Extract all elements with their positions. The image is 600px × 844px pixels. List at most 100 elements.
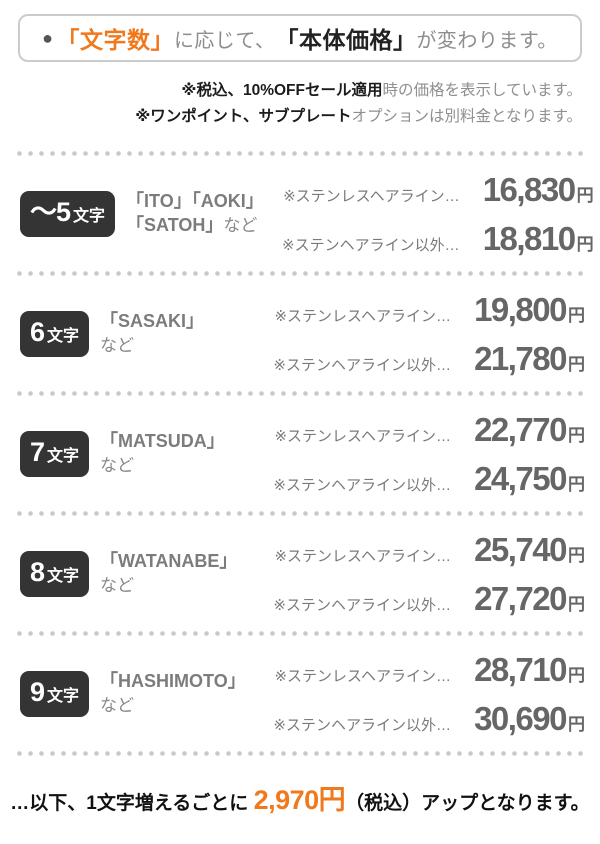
name-examples: 「WATANABE」 など (100, 549, 256, 598)
price-label: ※ステンヘアライン以外… (273, 356, 451, 374)
yen-unit: 円 (568, 714, 585, 734)
yen-unit: 円 (568, 425, 585, 445)
name-examples: 「MATSUDA」 など (100, 429, 256, 478)
dotted-divider (14, 271, 586, 276)
tax-note-rest: 時の価格を表示しています。 (382, 82, 583, 99)
char-count-badge: 8 文字 (20, 550, 90, 597)
header-price-emphasis: 「本体価格」 (275, 27, 417, 53)
price-value-wrap: 22,770 円 (457, 413, 585, 446)
option-note: ※ワンポイント、サブプレートオプションは別料金となります。 (18, 104, 582, 130)
yen-unit: 円 (568, 474, 585, 494)
price-value: 24,750 (474, 459, 567, 497)
example-etc: など (100, 696, 135, 715)
name-examples: 「HASHIMOTO」 など (100, 669, 256, 718)
price-row-7: 7 文字 「MATSUDA」 など ※ステンレスヘアライン… 22,770 円 ※… (0, 396, 600, 511)
example-line1: 「ITO」「AOKI」 (126, 191, 264, 211)
price-block: ※ステンレスヘアライン… 25,740 円 ※ステンヘアライン以外… 27,720… (256, 533, 585, 615)
char-count-badge: ～5 文字 (20, 190, 116, 237)
price-line-other-materials: ※ステンヘアライン以外… 24,750 円 (256, 462, 585, 495)
price-line-other-materials: ※ステンヘアライン以外… 18,810 円 (282, 222, 594, 255)
yen-unit: 円 (568, 305, 585, 325)
yen-unit: 円 (568, 594, 585, 614)
name-examples: 「ITO」「AOKI」 「SATOH」など (126, 189, 282, 238)
footer-price-emphasis: 2,970円 (253, 785, 346, 815)
badge-unit-label: 文字 (47, 687, 80, 705)
example-line1: 「HASHIMOTO」 (100, 671, 246, 691)
price-value: 27,720 (474, 579, 567, 617)
example-line2: など (100, 573, 256, 598)
price-block: ※ステンレスヘアライン… 19,800 円 ※ステンヘアライン以外… 21,780… (256, 293, 585, 375)
price-row-6: 6 文字 「SASAKI」 など ※ステンレスヘアライン… 19,800 円 ※ス… (0, 276, 600, 391)
badge-unit-label: 文字 (73, 207, 106, 225)
price-line-stainless-hairline: ※ステンレスヘアライン… 16,830 円 (282, 173, 594, 206)
example-line1: 「WATANABE」 (100, 551, 238, 571)
price-label: ※ステンレスヘアライン… (274, 427, 451, 445)
price-value-wrap: 21,780 円 (457, 342, 585, 375)
price-value: 18,810 (482, 219, 576, 257)
dotted-divider (14, 391, 586, 396)
price-label: ※ステンレスヘアライン… (274, 547, 451, 565)
price-label: ※ステンヘアライン以外… (273, 476, 451, 494)
header-connector: に応じて、 (173, 29, 276, 52)
footer-lead: …以下、1文字増えるごとに (10, 793, 254, 814)
price-value: 21,780 (474, 339, 567, 377)
example-etc: など (223, 216, 258, 235)
badge-count: 9 (30, 676, 45, 707)
footer-tail: （税込）アップとなります。 (345, 793, 590, 814)
example-line1: 「SASAKI」 (100, 311, 205, 331)
price-block: ※ステンレスヘアライン… 22,770 円 ※ステンヘアライン以外… 24,750… (256, 413, 585, 495)
price-value-wrap: 28,710 円 (457, 653, 585, 686)
badge-count: 8 (30, 556, 45, 587)
price-line-other-materials: ※ステンヘアライン以外… 30,690 円 (256, 702, 585, 735)
price-value-wrap: 27,720 円 (457, 582, 585, 615)
price-row-9: 9 文字 「HASHIMOTO」 など ※ステンレスヘアライン… 28,710 円… (0, 636, 600, 751)
notes: ※税込、10%OFFセール適用時の価格を表示しています。 ※ワンポイント、サブプ… (18, 78, 582, 130)
price-label: ※ステンヘアライン以外… (273, 596, 451, 614)
tax-note: ※税込、10%OFFセール適用時の価格を表示しています。 (18, 78, 582, 104)
price-value-wrap: 25,740 円 (457, 533, 585, 566)
bullet-icon: ● (42, 27, 54, 48)
badge-count: 6 (30, 316, 45, 347)
price-value-wrap: 18,810 円 (466, 222, 594, 255)
header-tail: が変わります。 (416, 29, 558, 52)
badge-unit-label: 文字 (47, 447, 80, 465)
example-line2: など (100, 333, 256, 358)
price-line-stainless-hairline: ※ステンレスヘアライン… 22,770 円 (256, 413, 585, 446)
price-label: ※ステンレスヘアライン… (274, 667, 451, 685)
dotted-divider (14, 751, 586, 756)
char-count-badge: 9 文字 (20, 670, 90, 717)
price-value: 16,830 (482, 170, 576, 208)
badge-count: 7 (30, 436, 45, 467)
example-etc: など (100, 456, 135, 475)
price-line-stainless-hairline: ※ステンレスヘアライン… 28,710 円 (256, 653, 585, 686)
yen-unit: 円 (568, 665, 585, 685)
yen-unit: 円 (576, 185, 594, 205)
price-value: 30,690 (474, 699, 567, 737)
yen-unit: 円 (568, 545, 585, 565)
price-line-stainless-hairline: ※ステンレスヘアライン… 25,740 円 (256, 533, 585, 566)
price-label: ※ステンヘアライン以外… (282, 236, 460, 254)
price-row-upto5: ～5 文字 「ITO」「AOKI」 「SATOH」など ※ステンレスヘアライン…… (0, 156, 600, 271)
example-line2-name: 「SATOH」 (126, 215, 224, 235)
example-line2: 「SATOH」など (126, 213, 282, 238)
dotted-divider (14, 151, 586, 156)
example-line1: 「MATSUDA」 (100, 431, 225, 451)
dotted-divider (14, 631, 586, 636)
price-block: ※ステンレスヘアライン… 16,830 円 ※ステンヘアライン以外… 18,810… (282, 173, 594, 255)
example-etc: など (100, 576, 135, 595)
badge-unit-label: 文字 (47, 327, 80, 345)
pricing-flyer: ● 「文字数」 に応じて、 「本体価格」 が変わります。 ※税込、10%OFFセ… (0, 14, 600, 844)
price-value-wrap: 16,830 円 (466, 173, 594, 206)
example-etc: など (100, 336, 135, 355)
char-count-badge: 6 文字 (20, 310, 90, 357)
char-count-badge: 7 文字 (20, 430, 90, 477)
badge-count: ～5 (30, 196, 71, 227)
price-value: 25,740 (474, 530, 567, 568)
example-line2: など (100, 453, 256, 478)
price-line-other-materials: ※ステンヘアライン以外… 27,720 円 (256, 582, 585, 615)
price-label: ※ステンヘアライン以外… (273, 716, 451, 734)
price-label: ※ステンレスヘアライン… (283, 187, 460, 205)
dotted-divider (14, 511, 586, 516)
name-examples: 「SASAKI」 など (100, 309, 256, 358)
price-label: ※ステンレスヘアライン… (274, 307, 451, 325)
